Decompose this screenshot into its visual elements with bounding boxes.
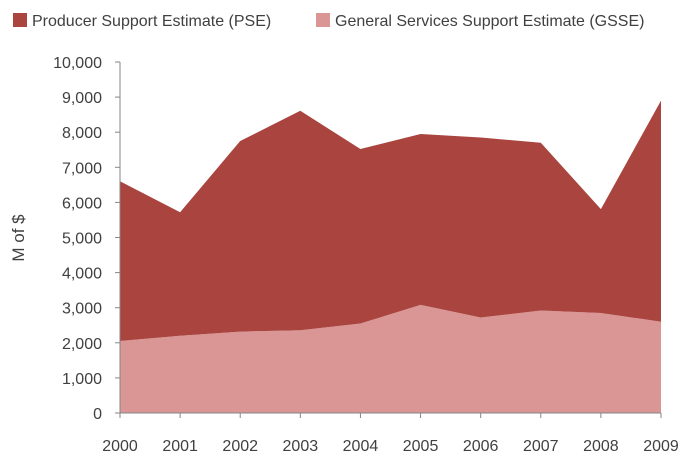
y-tick-label: 1,000	[62, 371, 102, 388]
x-tick-label: 2005	[403, 438, 439, 455]
legend: Producer Support Estimate (PSE) General …	[13, 13, 644, 30]
plot-area	[119, 62, 662, 414]
y-axis-ticks: 0 1,000 2,000 3,000 4,000 5,000 6,000 7,000 8,00…	[53, 55, 120, 423]
y-tick-label: 10,000	[53, 55, 102, 72]
x-tick-label: 2008	[583, 438, 619, 455]
y-tick-label: 3,000	[62, 301, 102, 318]
x-tick-label: 2000	[102, 438, 138, 455]
y-tick-label: 8,000	[62, 125, 102, 142]
y-axis-title: M of $	[9, 214, 28, 262]
x-tick-label: 2007	[523, 438, 559, 455]
y-tick-label: 0	[93, 406, 102, 423]
x-tick-label: 2009	[643, 438, 679, 455]
x-axis-ticks: 2000 2001 2002 2003 2004 2005 2006 2007 2008 2009	[102, 413, 679, 455]
y-tick-label: 7,000	[62, 160, 102, 177]
x-tick-label: 2004	[343, 438, 379, 455]
series-area-pse	[120, 100, 661, 341]
y-tick-label: 6,000	[62, 195, 102, 212]
x-tick-label: 2003	[283, 438, 319, 455]
y-tick-label: 9,000	[62, 90, 102, 107]
x-tick-label: 2001	[162, 438, 198, 455]
series-area-gsse	[120, 304, 661, 413]
x-tick-label: 2002	[222, 438, 258, 455]
legend-label-pse: Producer Support Estimate (PSE)	[32, 13, 271, 30]
legend-swatch-pse	[13, 13, 27, 27]
x-tick-label: 2006	[463, 438, 499, 455]
y-tick-label: 2,000	[62, 336, 102, 353]
y-tick-label: 4,000	[62, 266, 102, 283]
legend-swatch-gsse	[316, 13, 330, 27]
legend-label-gsse: General Services Support Estimate (GSSE)	[335, 13, 644, 30]
y-tick-label: 5,000	[62, 231, 102, 248]
